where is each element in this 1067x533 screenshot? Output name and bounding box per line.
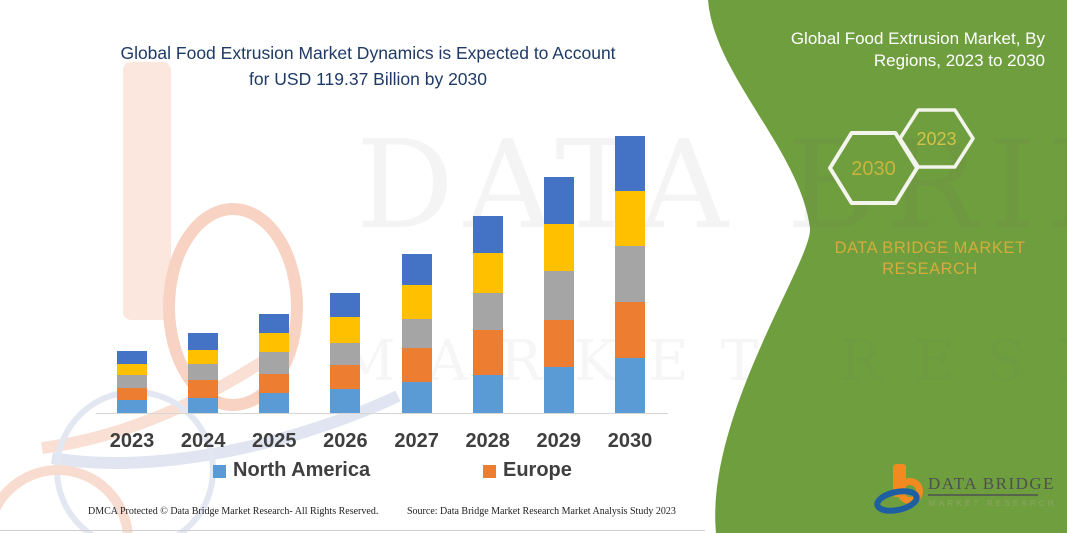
bar-segment — [472, 253, 503, 293]
x-axis-label: 2025 — [252, 430, 297, 452]
bar-segment — [543, 367, 574, 413]
chart-title-line1: Global Food Extrusion Market Dynamics is… — [120, 43, 616, 63]
bar-segment — [188, 333, 219, 350]
bar-segment — [259, 333, 290, 352]
bar-segment — [117, 400, 147, 413]
bar-segment — [117, 375, 147, 388]
side-panel-title-line1: Global Food Extrusion Market, By — [790, 29, 1045, 48]
brand-line2: RESEARCH — [882, 260, 978, 278]
bar-segment — [401, 254, 432, 285]
bar-segment — [259, 352, 290, 374]
bar-segment — [472, 293, 503, 330]
side-panel-title-line2: Regions, 2023 to 2030 — [873, 51, 1045, 70]
bar-segment — [259, 374, 290, 393]
bar-segment — [401, 382, 432, 413]
legend-label: North America — [233, 459, 371, 481]
bar-segment — [188, 364, 219, 380]
bar-segment — [330, 293, 361, 317]
legend-label: Europe — [503, 459, 572, 481]
side-panel-brand-text: DATA BRIDGE MARKET RESEARCH — [810, 238, 1050, 280]
bar-segment — [188, 398, 219, 413]
legend-item: North America — [213, 459, 370, 482]
x-axis-label: 2027 — [394, 430, 439, 452]
bar-segment — [615, 358, 645, 413]
bar-segment — [615, 246, 645, 302]
bar-segment — [543, 177, 574, 224]
legend-item: Europe — [483, 459, 572, 482]
x-axis-label: 2023 — [109, 430, 155, 452]
bar-segment — [472, 216, 503, 253]
bar-segment — [330, 365, 361, 389]
bar-segment — [615, 191, 645, 246]
bar-segment — [117, 364, 147, 375]
dmca-notice: DMCA Protected © Data Bridge Market Rese… — [88, 506, 379, 517]
legend-swatch — [483, 465, 496, 478]
bar-segment — [401, 348, 432, 382]
bar-segment — [117, 351, 147, 364]
x-axis-label: 2030 — [607, 430, 653, 452]
bottom-divider — [0, 530, 705, 531]
x-axis-label: 2029 — [536, 430, 582, 452]
side-panel-title: Global Food Extrusion Market, By Regions… — [791, 28, 1045, 72]
legend-swatch — [213, 465, 226, 478]
bar-segment — [259, 393, 290, 413]
bar-segment — [615, 302, 645, 358]
bar-segment — [401, 285, 432, 319]
bar-segment — [259, 314, 290, 333]
bar-segment — [543, 224, 574, 271]
chart-title-line2: for USD 119.37 Billion by 2030 — [248, 69, 487, 89]
source-note: Source: Data Bridge Market Research Mark… — [407, 506, 676, 517]
x-axis-label: 2028 — [465, 430, 510, 452]
bar-segment — [472, 375, 503, 413]
bar-segment — [543, 320, 574, 367]
chart-title: Global Food Extrusion Market Dynamics is… — [48, 40, 688, 92]
bar-segment — [330, 343, 361, 365]
bar-segment — [401, 319, 432, 348]
x-axis-label: 2026 — [323, 430, 368, 452]
bar-segment — [117, 388, 147, 400]
bar-segment — [543, 271, 574, 320]
bar-segment — [330, 389, 361, 413]
bar-segment — [188, 350, 219, 364]
bar-segment — [330, 317, 361, 343]
bar-segment — [472, 330, 503, 375]
x-axis-label: 2024 — [180, 430, 226, 452]
bar-segment — [615, 136, 645, 191]
brand-line1: DATA BRIDGE MARKET — [834, 239, 1026, 257]
bar-segment — [188, 380, 219, 398]
